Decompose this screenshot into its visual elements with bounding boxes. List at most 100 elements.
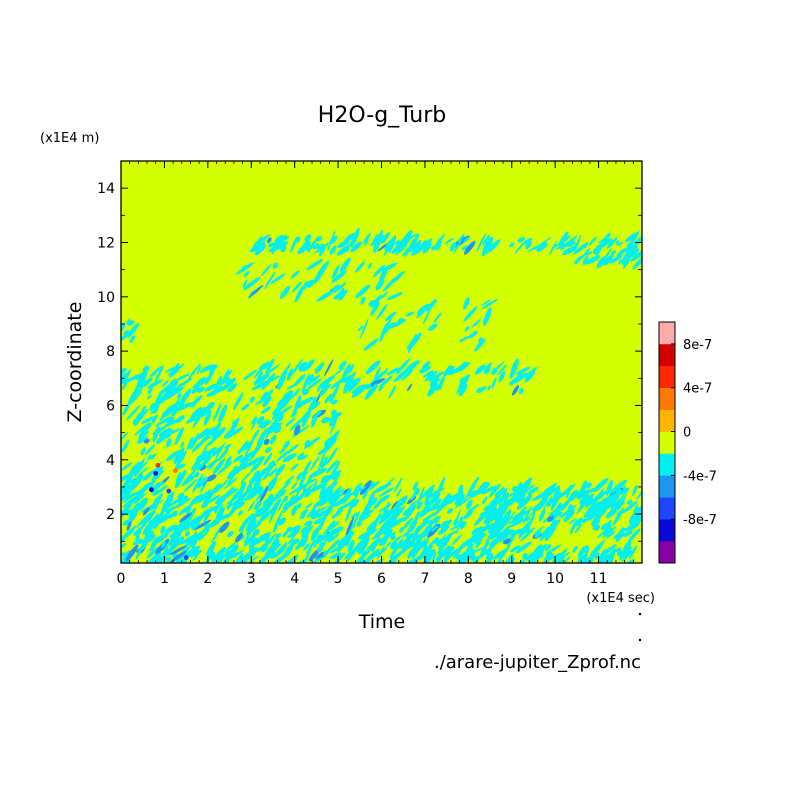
heatmap-cell <box>251 429 260 441</box>
heatmap-cell <box>257 486 264 495</box>
heatmap-cell <box>510 372 523 386</box>
y-unit-label: (x1E4 m) <box>40 131 99 146</box>
heatmap-cell <box>263 452 273 466</box>
heatmap-cell <box>324 393 333 404</box>
heatmap-cell <box>467 500 473 506</box>
heatmap-cell <box>398 526 405 533</box>
heatmap-cell <box>312 243 319 250</box>
heatmap-cell <box>205 474 217 482</box>
heatmap-cell <box>454 493 465 505</box>
heatmap-cell <box>248 284 264 299</box>
heatmap-cell <box>289 236 298 253</box>
heatmap-cell <box>270 536 279 547</box>
heatmap-cell <box>245 555 259 563</box>
heatmap-cell <box>510 545 521 553</box>
heatmap-cell <box>132 538 144 546</box>
heatmap-cell <box>367 262 373 269</box>
heatmap-cell <box>377 243 388 252</box>
heatmap-cell <box>386 367 400 376</box>
heatmap-cell <box>165 429 173 439</box>
heatmap-cell <box>463 305 478 322</box>
heatmap-cell <box>359 480 372 496</box>
heatmap-cell <box>591 544 603 554</box>
heatmap-cell <box>128 502 139 522</box>
heatmap-cell <box>271 409 280 421</box>
heatmap-cell <box>506 529 514 536</box>
heatmap-cell <box>298 454 308 461</box>
heatmap-cell <box>320 475 330 482</box>
colorbar-swatch <box>659 497 675 520</box>
heatmap-cell <box>275 544 287 557</box>
heatmap-cell <box>368 299 376 307</box>
heatmap-cell <box>628 515 635 524</box>
heatmap-cell <box>194 377 206 390</box>
heatmap-cell <box>395 505 406 518</box>
heatmap-cell <box>125 544 139 562</box>
heatmap-cell <box>544 544 552 552</box>
heatmap-cell <box>624 244 636 253</box>
heatmap-cell <box>601 247 612 264</box>
heatmap-cell <box>476 387 484 393</box>
heatmap-cell <box>300 526 308 533</box>
heatmap-cell <box>189 513 206 528</box>
heatmap-cell <box>253 477 263 487</box>
heatmap-cell <box>476 233 487 252</box>
heatmap-cell <box>347 363 355 375</box>
heatmap-cell <box>491 367 498 375</box>
heatmap-cell <box>293 395 302 413</box>
heatmap-cell <box>219 521 230 533</box>
heatmap-cell <box>496 516 504 523</box>
heatmap-cell <box>166 492 175 501</box>
heatmap-cell <box>317 509 330 518</box>
heatmap-cell <box>239 450 256 463</box>
heatmap-cell <box>583 507 603 518</box>
heatmap-cell <box>139 467 148 475</box>
heatmap-cell <box>147 454 152 461</box>
heatmap-cell <box>406 532 415 540</box>
heatmap-cell <box>316 290 334 302</box>
heatmap-cell <box>301 509 309 515</box>
heatmap-cell <box>560 235 578 251</box>
heatmap-cell <box>254 371 263 386</box>
colorbar-swatch <box>659 519 675 542</box>
heatmap-cell <box>189 549 203 558</box>
heatmap-cell <box>586 255 601 265</box>
heatmap-cell <box>389 512 399 529</box>
heatmap-cell <box>329 235 338 245</box>
heatmap-cell <box>299 409 312 423</box>
heatmap-cell <box>558 240 565 247</box>
heatmap-cell <box>371 497 378 506</box>
heatmap-cell <box>191 456 204 471</box>
heatmap-cell <box>147 523 154 530</box>
heatmap-cell <box>376 235 385 243</box>
heatmap-cell <box>273 510 283 530</box>
heatmap-cell <box>372 483 392 494</box>
heatmap-cell <box>223 549 234 558</box>
heatmap-cell <box>303 547 312 563</box>
heatmap-cell <box>596 525 613 539</box>
heatmap-cell <box>585 493 595 501</box>
heatmap-cell <box>350 241 362 253</box>
colorbar-tick-label: 4e-7 <box>683 382 712 397</box>
heatmap-cell <box>274 464 286 477</box>
heatmap-cell <box>458 383 468 397</box>
heatmap-cell <box>413 487 420 496</box>
heatmap-cell <box>413 233 420 244</box>
heatmap-cell <box>212 483 222 494</box>
heatmap-cell <box>211 446 223 457</box>
heatmap-cell <box>172 468 178 474</box>
heatmap-cell <box>468 330 478 339</box>
heatmap-cell <box>154 389 164 406</box>
heatmap-cell <box>368 523 377 535</box>
heatmap-cell <box>176 536 185 546</box>
colorbar-swatch <box>659 343 675 367</box>
heatmap-cell <box>197 477 208 487</box>
heatmap-cell <box>487 384 491 391</box>
heatmap-cell <box>545 544 562 555</box>
heatmap-cell <box>175 471 182 483</box>
heatmap-cell <box>334 488 345 496</box>
heatmap-cell <box>380 291 388 299</box>
heatmap-cell <box>254 241 261 251</box>
heatmap-cell <box>504 497 516 507</box>
heatmap-cell <box>260 238 267 247</box>
